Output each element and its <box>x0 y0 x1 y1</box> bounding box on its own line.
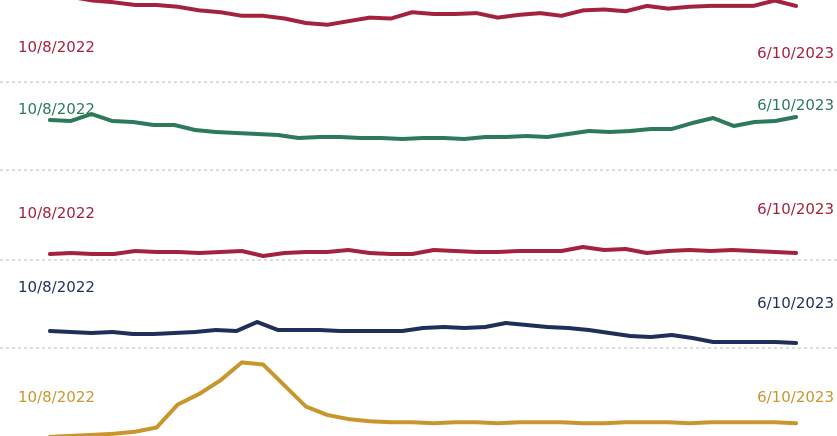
chart-panel-3: 10/8/2022 6/10/2023 <box>0 200 837 261</box>
series-line <box>48 245 798 258</box>
start-date-label: 10/8/2022 <box>18 278 95 296</box>
series-line <box>48 112 798 141</box>
chart-panel-1: 10/8/2022 6/10/2023 <box>0 0 837 83</box>
series-line <box>48 360 798 436</box>
start-date-label: 10/8/2022 <box>18 388 95 406</box>
chart-panel-5: 10/8/2022 6/10/2023 <box>18 360 834 436</box>
end-date-label: 6/10/2023 <box>757 294 834 312</box>
chart-panel-2: 10/8/2022 6/10/2023 <box>0 96 837 171</box>
end-date-label: 6/10/2023 <box>757 44 834 62</box>
end-date-label: 6/10/2023 <box>757 96 834 114</box>
end-date-label: 6/10/2023 <box>757 200 834 218</box>
series-line <box>77 0 798 27</box>
start-date-label: 10/8/2022 <box>18 38 95 56</box>
chart-panel-4: 10/8/2022 6/10/2023 <box>0 278 837 349</box>
series-line <box>48 320 798 345</box>
start-date-label: 10/8/2022 <box>18 100 95 118</box>
end-date-label: 6/10/2023 <box>757 388 834 406</box>
start-date-label: 10/8/2022 <box>18 204 95 222</box>
